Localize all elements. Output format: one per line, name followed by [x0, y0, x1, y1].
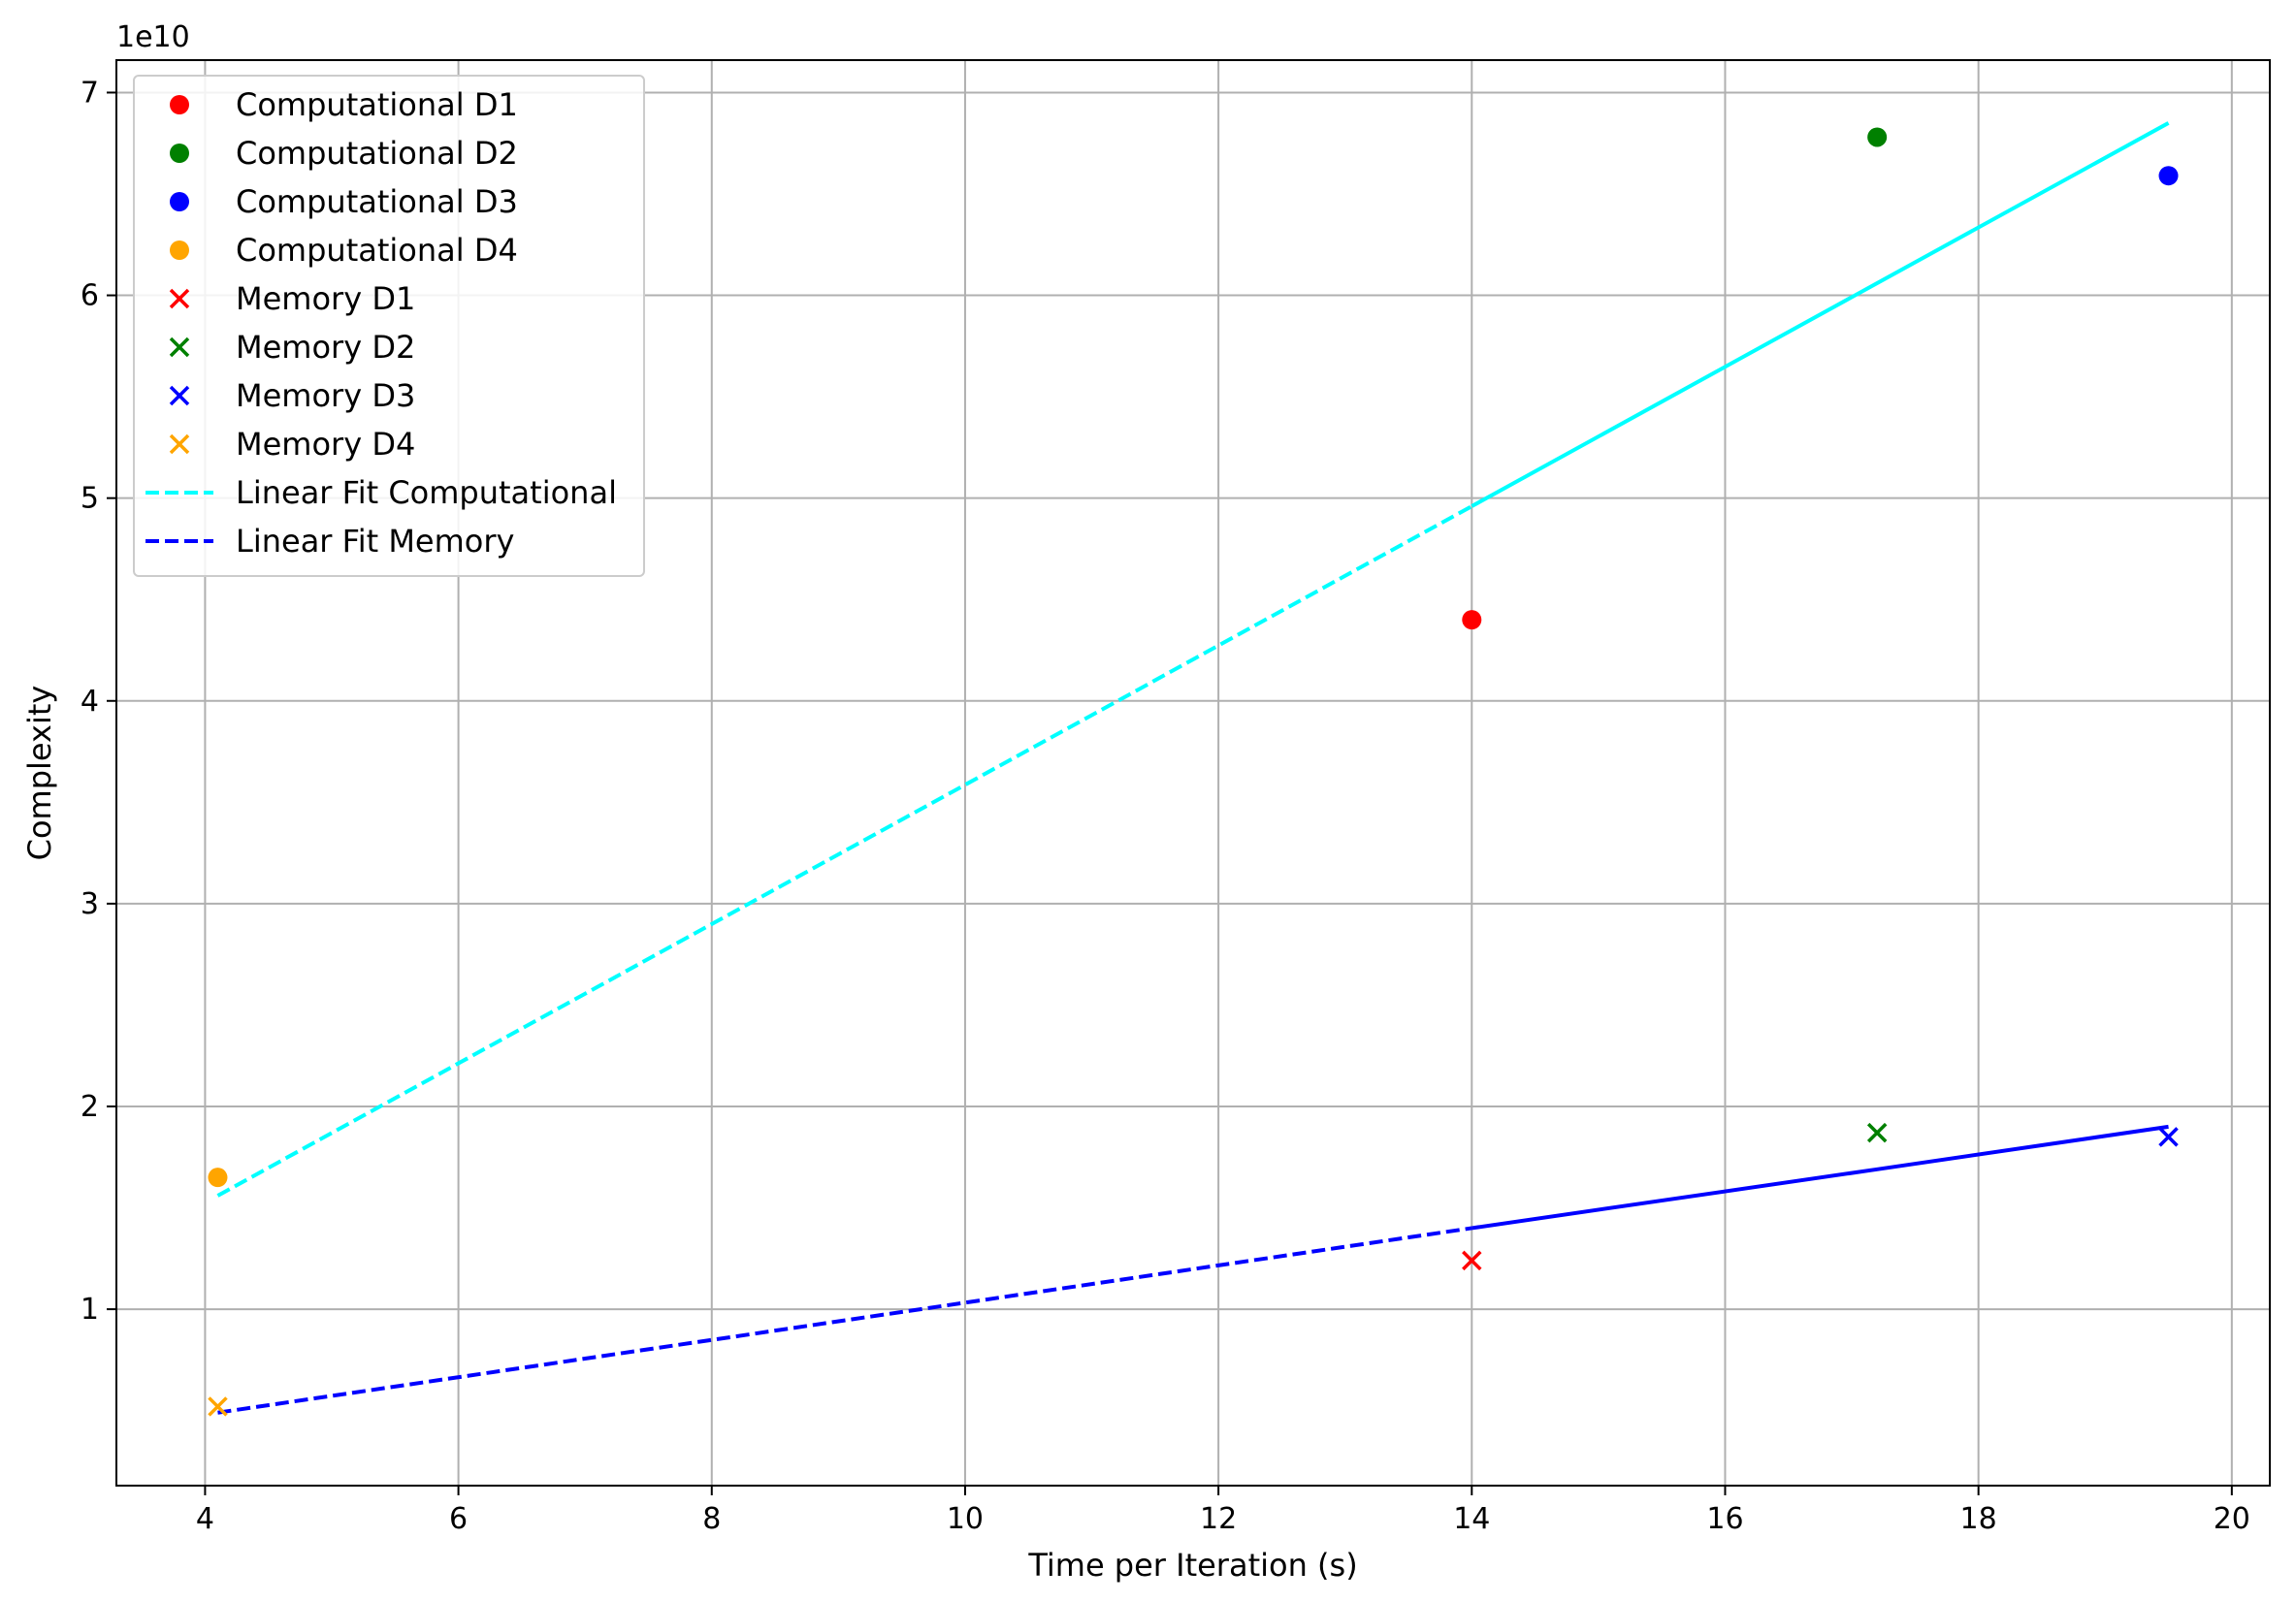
circle-point	[1867, 127, 1888, 147]
fit-line-dashed	[216, 504, 1473, 1198]
x-point	[1462, 1250, 1482, 1271]
legend-label: Computational D4	[236, 232, 518, 269]
legend-circle-swatch	[170, 95, 189, 114]
legend-label: Memory D1	[236, 280, 415, 317]
x-point	[2158, 1127, 2179, 1147]
legend-label: Memory D4	[236, 426, 415, 463]
grid	[116, 60, 2270, 1486]
legend-x-swatch	[169, 336, 190, 358]
y-tick-label: 5	[81, 482, 99, 516]
y-tick-label: 1	[81, 1293, 99, 1327]
fit-line-solid	[1471, 121, 2170, 508]
legend-x-swatch	[169, 433, 190, 455]
y-tick-label: 7	[81, 76, 99, 110]
legend: Computational D1 Computational D2 Computat…	[133, 75, 645, 577]
x-tick-label: 16	[1706, 1502, 1743, 1536]
legend-label: Computational D3	[236, 183, 518, 220]
data-points	[208, 127, 2179, 1417]
legend-label: Memory D3	[236, 377, 415, 414]
fit-lines	[216, 121, 2170, 1415]
legend-label: Computational D1	[236, 86, 518, 123]
y-offset-label: 1e10	[116, 20, 190, 54]
legend-label: Computational D2	[236, 135, 518, 172]
legend-label: Linear Fit Memory	[236, 523, 514, 560]
fit-line-dashed	[217, 1226, 1472, 1415]
x-tick-label: 18	[1960, 1502, 1997, 1536]
x-tick-label: 12	[1200, 1502, 1237, 1536]
fit-line-solid	[1471, 1124, 2169, 1231]
y-tick-label: 4	[81, 685, 99, 719]
x-tick-label: 14	[1453, 1502, 1490, 1536]
circle-point	[1462, 610, 1482, 630]
legend-circle-swatch	[170, 192, 189, 211]
x-tick-label: 6	[449, 1502, 468, 1536]
legend-label: Linear Fit Computational	[236, 474, 617, 511]
legend-box	[133, 75, 645, 577]
x-tick-label: 8	[702, 1502, 721, 1536]
circle-point	[208, 1168, 228, 1188]
legend-x-swatch	[169, 288, 190, 309]
legend-label: Memory D2	[236, 329, 415, 366]
x-axis-label: Time per Iteration (s)	[1027, 1547, 1357, 1584]
x-tick-label: 20	[2214, 1502, 2250, 1536]
x-tick-label: 10	[947, 1502, 984, 1536]
y-axis-label: Complexity	[21, 686, 58, 861]
plot-frame	[115, 59, 2271, 1487]
legend-x-swatch	[169, 385, 190, 406]
legend-circle-swatch	[170, 144, 189, 163]
x-tick-label: 4	[196, 1502, 214, 1536]
legend-circle-swatch	[170, 240, 189, 260]
circle-point	[2158, 166, 2179, 186]
y-tick-label: 3	[81, 887, 99, 921]
x-point	[208, 1396, 228, 1417]
y-tick-label: 6	[81, 279, 99, 313]
y-tick-label: 2	[81, 1090, 99, 1124]
x-point	[1866, 1122, 1888, 1143]
